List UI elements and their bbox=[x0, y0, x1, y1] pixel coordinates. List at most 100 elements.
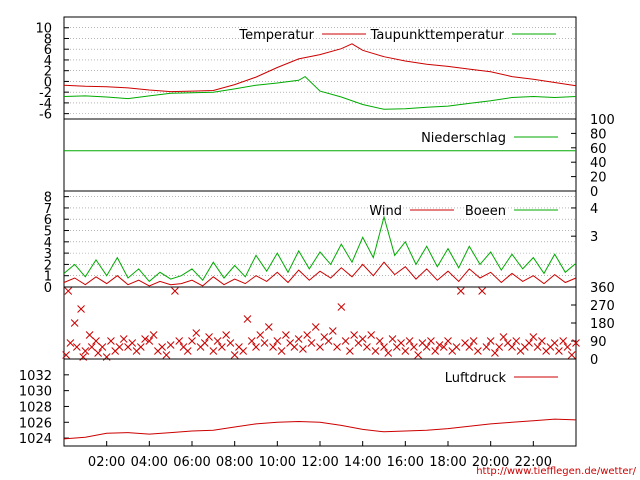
pressure-y-tick-label: 1026 bbox=[19, 416, 52, 431]
wind-direction-marker bbox=[277, 347, 286, 355]
wind-direction-marker bbox=[367, 331, 376, 339]
wind-direction-marker bbox=[94, 349, 102, 357]
wind-direction-marker bbox=[474, 347, 482, 355]
wind-direction-marker bbox=[162, 351, 171, 359]
wind-direction-marker bbox=[491, 349, 499, 357]
wind-y-tick-label: 5 bbox=[44, 225, 52, 240]
source-url: http://www.tiefflegen.de/wetter/ bbox=[476, 466, 636, 477]
time-tick-label: 06:00 bbox=[173, 455, 210, 470]
wind-direction-marker bbox=[192, 329, 201, 337]
wind-direction-marker bbox=[482, 343, 491, 351]
wind-direction-marker bbox=[87, 343, 96, 351]
wind-direction-marker bbox=[358, 335, 367, 343]
wind-direction-marker bbox=[341, 337, 350, 345]
wind-direction-marker bbox=[435, 341, 444, 349]
wind-direction-marker bbox=[77, 305, 85, 313]
time-tick-label: 08:00 bbox=[216, 455, 253, 470]
wind-direction-marker bbox=[290, 343, 299, 351]
wind-direction-marker bbox=[486, 337, 495, 345]
time-tick-label: 12:00 bbox=[301, 455, 338, 470]
wind-direction-right-tick-label: 90 bbox=[590, 335, 607, 350]
wind-direction-right-tick-label: 360 bbox=[590, 281, 615, 296]
time-tick-label: 14:00 bbox=[344, 455, 381, 470]
precipitation-right-tick-label: 80 bbox=[590, 127, 607, 142]
wind-y-tick-label: 0 bbox=[44, 281, 52, 296]
wind-direction-marker bbox=[469, 337, 478, 345]
wind-direction-marker bbox=[141, 335, 149, 343]
wind-direction-marker bbox=[559, 337, 568, 345]
wind-direction-marker bbox=[92, 337, 100, 345]
wind-direction-marker bbox=[107, 337, 115, 345]
wind-direction-marker bbox=[252, 343, 260, 351]
wind-direction-marker bbox=[371, 347, 380, 355]
temperature-y-tick-label: -6 bbox=[39, 108, 52, 123]
wind-y-tick-label: 1 bbox=[44, 270, 52, 285]
time-tick-label: 02:00 bbox=[88, 455, 125, 470]
wind-direction-marker bbox=[85, 331, 94, 339]
wind-direction-marker bbox=[269, 343, 277, 351]
temperature-y-tick-label: 10 bbox=[35, 22, 52, 37]
wind-right-tick-label: 3 bbox=[590, 230, 598, 245]
wind-direction-marker bbox=[555, 347, 563, 355]
temperature-y-tick-label: 4 bbox=[44, 54, 52, 69]
time-tick-label: 04:00 bbox=[131, 455, 168, 470]
wind-direction-marker bbox=[431, 347, 440, 355]
luftdruck-series-line bbox=[63, 418, 577, 440]
wind-right-tick-label: 4 bbox=[590, 202, 598, 217]
wind-direction-marker bbox=[119, 335, 128, 343]
wind-direction-marker bbox=[465, 343, 474, 351]
taupunkttemperatur-series-line bbox=[63, 75, 577, 110]
wind-direction-right-tick-label: 180 bbox=[590, 317, 615, 332]
precipitation-right-tick-label: 20 bbox=[590, 171, 607, 186]
wind-direction-marker bbox=[525, 339, 533, 347]
wind-direction-right-tick-label: 270 bbox=[590, 299, 615, 314]
wind-y-tick-label: 6 bbox=[44, 213, 52, 228]
wind-direction-marker bbox=[316, 343, 324, 351]
pressure-y-tick-label: 1032 bbox=[19, 369, 52, 384]
wind-direction-marker bbox=[175, 337, 184, 345]
wind-direction-marker bbox=[529, 333, 538, 341]
wind-direction-marker bbox=[282, 331, 290, 339]
wind-direction-marker bbox=[145, 337, 154, 345]
wind-direction-marker bbox=[256, 331, 265, 339]
wind-direction-marker bbox=[380, 343, 388, 351]
temperature-y-tick-label: 2 bbox=[44, 65, 52, 80]
temperature-y-tick-label: 8 bbox=[44, 32, 52, 47]
wind-direction-marker bbox=[213, 337, 222, 345]
wind-direction-marker bbox=[427, 337, 435, 345]
wind-direction-marker bbox=[149, 331, 158, 339]
boeen-legend-label: Boeen bbox=[465, 204, 506, 219]
wind-direction-marker bbox=[64, 287, 73, 295]
temperatur-series-line bbox=[63, 43, 577, 93]
wind-direction-marker bbox=[98, 343, 107, 351]
wind-y-tick-label: 4 bbox=[44, 236, 52, 251]
temperature-y-tick-label: 0 bbox=[44, 75, 52, 90]
wind-direction-marker bbox=[375, 337, 384, 345]
wind-direction-marker bbox=[567, 351, 576, 359]
wind-direction-marker bbox=[218, 343, 226, 351]
wind-direction-marker bbox=[158, 343, 166, 351]
wind-direction-marker bbox=[384, 349, 393, 357]
wind-legend-label: Wind bbox=[369, 204, 402, 219]
pressure-y-tick-label: 1024 bbox=[19, 432, 52, 447]
wind-direction-marker bbox=[222, 331, 230, 339]
wind-direction-marker bbox=[128, 339, 137, 347]
temperatur-legend-label: Temperatur bbox=[238, 28, 314, 43]
wind-direction-marker bbox=[397, 339, 405, 347]
taupunkttemperatur-legend-label: Taupunkttemperatur bbox=[370, 28, 505, 43]
wind-direction-marker bbox=[115, 343, 124, 351]
wind-direction-marker bbox=[328, 327, 337, 335]
time-tick-label: 10:00 bbox=[259, 455, 296, 470]
wind-direction-marker bbox=[299, 345, 307, 353]
wind-direction-marker bbox=[563, 343, 572, 351]
temperature-y-tick-label: -4 bbox=[39, 97, 52, 112]
wind-direction-marker bbox=[247, 337, 256, 345]
wind-direction-marker bbox=[188, 337, 196, 345]
wind-direction-right-tick-label: 0 bbox=[590, 353, 598, 368]
wind-direction-marker bbox=[414, 351, 422, 359]
wind-direction-marker bbox=[410, 343, 418, 351]
wind-direction-marker bbox=[499, 333, 508, 341]
